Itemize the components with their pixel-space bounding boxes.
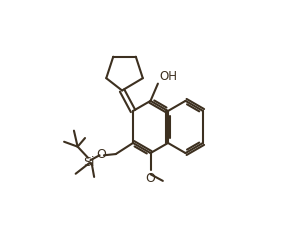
Text: OH: OH: [159, 70, 177, 83]
Text: Si: Si: [84, 156, 95, 169]
Text: O: O: [146, 172, 155, 185]
Text: O: O: [96, 148, 106, 161]
